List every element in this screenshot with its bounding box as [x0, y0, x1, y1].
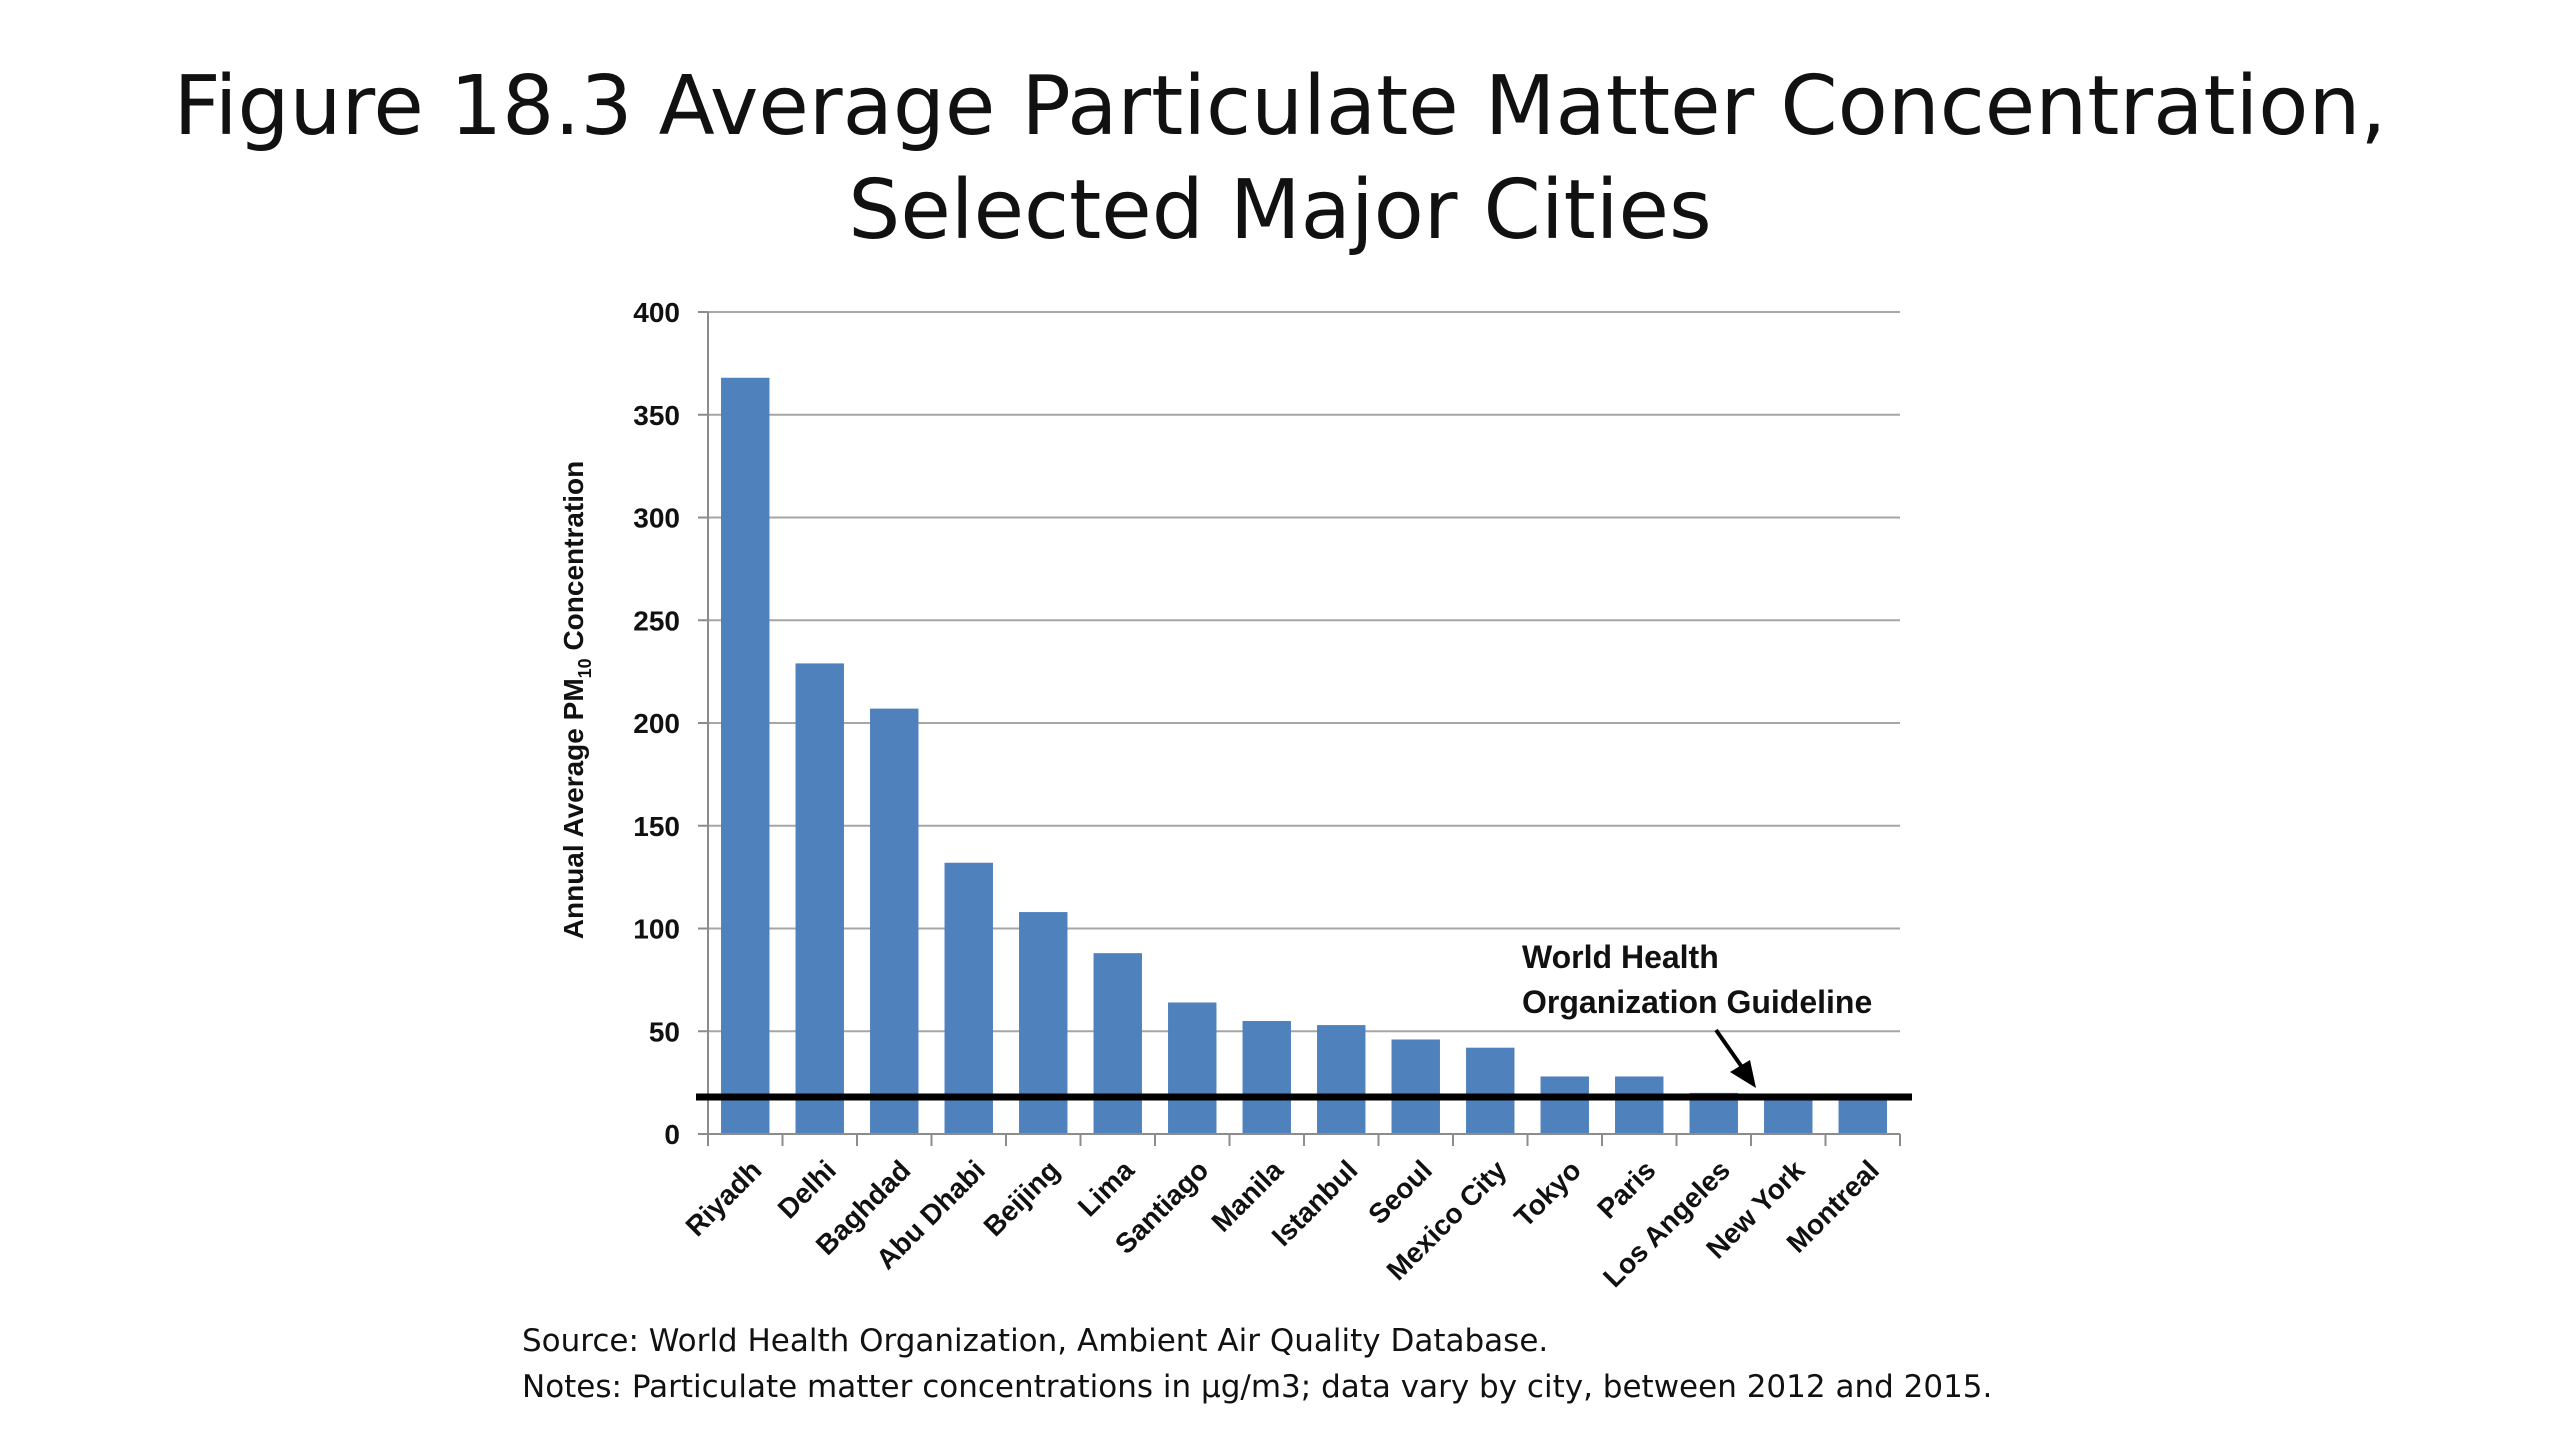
guideline-arrow-shaft: [1714, 1028, 1746, 1072]
bar-paris: [1615, 1076, 1664, 1134]
y-tick-label-400: 400: [633, 297, 680, 328]
bar-lima: [1093, 953, 1142, 1134]
y-tick-label-350: 350: [633, 400, 680, 431]
y-tick-label-150: 150: [633, 811, 680, 842]
chart-title: Figure 18.3 Average Particulate Matter C…: [0, 55, 2560, 263]
bar-abu-dhabi: [944, 862, 993, 1134]
bar-santiago: [1168, 1002, 1217, 1134]
y-tick-label-50: 50: [649, 1016, 680, 1047]
y-axis-label-tail: Concentration: [558, 461, 589, 659]
guideline: World Health Organization Guideline: [696, 939, 1912, 1101]
y-tick-label-0: 0: [664, 1119, 680, 1150]
y-tick-labels: 0 50 100 150 200 250 300 350 400: [633, 297, 680, 1150]
bars: [721, 377, 1887, 1134]
bar-new-york: [1764, 1099, 1813, 1134]
bar-baghdad: [870, 708, 919, 1134]
y-axis-label: Annual Average PM10 Concentration: [558, 461, 595, 939]
bar-delhi: [795, 663, 844, 1134]
chart-title-line-2: Selected Major Cities: [848, 163, 1712, 258]
bar-beijing: [1019, 912, 1068, 1134]
bar-montreal: [1838, 1099, 1887, 1134]
chart-title-line-1: Figure 18.3 Average Particulate Matter C…: [173, 59, 2387, 154]
x-tick-label-riyadh: Riyadh: [680, 1154, 768, 1242]
y-tick-label-200: 200: [633, 708, 680, 739]
y-tick-label-100: 100: [633, 914, 680, 945]
y-axis-label-main: Annual Average PM: [558, 678, 589, 939]
axes: [698, 311, 1901, 1146]
guideline-arrow-head: [1730, 1060, 1756, 1088]
y-axis-label-subscript: 10: [575, 658, 595, 678]
y-tick-label-300: 300: [633, 503, 680, 534]
bar-seoul: [1391, 1039, 1440, 1134]
x-tick-label-beijing: Beijing: [978, 1154, 1066, 1242]
x-tick-label-tokyo: Tokyo: [1508, 1154, 1587, 1233]
bar-istanbul: [1317, 1025, 1366, 1134]
x-tick-label-lima: Lima: [1072, 1154, 1140, 1222]
x-tick-label-paris: Paris: [1591, 1154, 1661, 1224]
gridlines: [708, 311, 1900, 1033]
source-note: Source: World Health Organization, Ambie…: [522, 1323, 1549, 1359]
bar-tokyo: [1540, 1076, 1589, 1134]
bar-mexico-city: [1466, 1047, 1515, 1134]
bar-manila: [1242, 1020, 1291, 1134]
y-tick-label-250: 250: [633, 605, 680, 636]
bar-riyadh: [721, 377, 770, 1134]
data-note: Notes: Particulate matter concentrations…: [522, 1369, 1993, 1405]
chart-notes: Source: World Health Organization, Ambie…: [522, 1318, 1992, 1410]
x-tick-label-delhi: Delhi: [772, 1154, 842, 1224]
guideline-label-line-1: World Health: [1522, 939, 1719, 975]
guideline-label-line-2: Organization Guideline: [1522, 984, 1872, 1020]
